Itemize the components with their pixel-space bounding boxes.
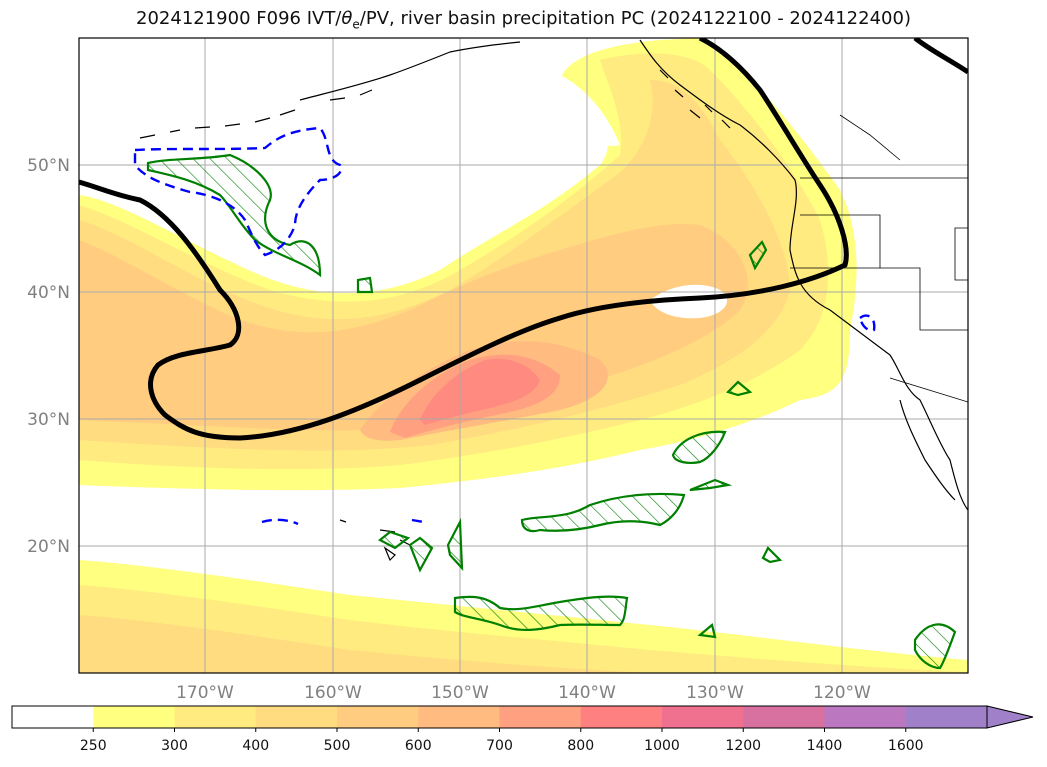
precip-region-small-7 xyxy=(761,546,783,564)
precip-region-small-1 xyxy=(748,240,768,271)
colorbar-tick-label: 300 xyxy=(161,738,188,754)
colorbar-tick-label: 1600 xyxy=(888,738,924,754)
theta-e-contour-ne xyxy=(913,38,968,75)
precip-region-small-5 xyxy=(446,517,464,571)
colorbar-segment xyxy=(174,706,257,728)
coastline-hawaii xyxy=(339,519,411,562)
map-frame xyxy=(78,37,969,674)
colorbar-segment xyxy=(905,706,988,728)
coastline-aleutians xyxy=(139,109,296,139)
title-prefix: 2024121900 F096 IVT/ xyxy=(136,8,342,29)
border-states-3 xyxy=(954,227,968,281)
colorbar-segment xyxy=(255,706,338,728)
precip-region-se xyxy=(913,623,957,670)
colorbar-segment xyxy=(93,706,175,728)
border-states-2 xyxy=(790,267,968,331)
colorbar-segment xyxy=(418,706,500,728)
colorbar-segment xyxy=(824,706,907,728)
figure-title: 2024121900 F096 IVT/θe/PV, river basin p… xyxy=(0,8,1047,32)
precip-region-mid-1 xyxy=(520,492,686,533)
lat-label-40: 40°N xyxy=(27,283,70,303)
lon-label-130: 130°W xyxy=(686,683,744,703)
coastline-alaska xyxy=(299,41,521,101)
precip-region-small-6 xyxy=(378,530,411,550)
precip-region-mid-3 xyxy=(671,430,727,464)
theta-e-contour-main xyxy=(79,38,849,441)
precip-regions xyxy=(146,153,957,670)
precip-region-aleutian xyxy=(146,153,322,278)
colorbar-segments xyxy=(12,706,988,728)
colorbar-segment xyxy=(580,706,663,728)
colorbar-tick-label: 800 xyxy=(567,738,594,754)
colorbar-tick-label: 700 xyxy=(486,738,513,754)
gridlines xyxy=(79,38,968,673)
ivt-south-400 xyxy=(79,615,650,673)
colorbar-tick-label: 250 xyxy=(80,738,107,754)
colorbar-segment xyxy=(499,706,582,728)
colorbar-extend-arrow xyxy=(986,705,1034,729)
border-alaska-canada xyxy=(839,114,901,161)
lat-label-20: 20°N xyxy=(27,537,70,557)
lon-label-160: 160°W xyxy=(304,683,362,703)
theta-e-contours xyxy=(79,38,968,441)
title-theta-subscript: e xyxy=(352,17,360,32)
plot-area xyxy=(79,38,968,673)
border-us-mexico xyxy=(889,377,968,403)
colorbar-tick-label: 600 xyxy=(405,738,432,754)
colorbar-segment xyxy=(743,706,825,728)
ivt-shading xyxy=(79,38,968,673)
lat-label-50: 50°N xyxy=(27,156,70,176)
colorbar-segment xyxy=(662,706,744,728)
lon-label-140: 140°W xyxy=(558,683,616,703)
precip-region-small-9 xyxy=(689,478,733,492)
lat-label-30: 30°N xyxy=(27,410,70,430)
precip-region-small-3 xyxy=(356,276,374,294)
ivt-gap-north xyxy=(555,75,620,146)
pv-contour-north xyxy=(133,126,343,257)
ivt-gap xyxy=(650,284,728,319)
colorbar-ticks: 250 300 400 500 600 700 800 1000 1200 1400 1600 xyxy=(80,728,924,754)
colorbar-tick-label: 500 xyxy=(324,738,351,754)
lat-labels: 50°N 40°N 30°N 20°N xyxy=(27,156,70,557)
title-suffix: /PV, river basin precipitation PC (20241… xyxy=(359,8,911,29)
colorbar-segment xyxy=(12,706,94,728)
precip-region-small-2 xyxy=(725,380,753,397)
lon-label-170: 170°W xyxy=(176,683,234,703)
colorbar: 250 300 400 500 600 700 800 1000 1200 1400 1600 xyxy=(11,705,1034,754)
pv-contour-south xyxy=(261,518,425,526)
lon-label-120: 120°W xyxy=(813,683,871,703)
borders xyxy=(790,114,968,403)
pv-contour-coast xyxy=(858,314,876,332)
colorbar-tick-label: 1400 xyxy=(807,738,843,754)
precip-region-small-8 xyxy=(697,623,717,639)
colorbar-tick-label: 400 xyxy=(242,738,269,754)
title-theta: θ xyxy=(341,8,353,29)
coastline-baja xyxy=(899,399,956,501)
colorbar-segment xyxy=(337,706,419,728)
border-states-1 xyxy=(800,214,881,268)
colorbar-tick-label: 1000 xyxy=(644,738,680,754)
lon-label-150: 150°W xyxy=(431,683,489,703)
precip-region-small-4 xyxy=(408,536,434,573)
ivt-core-1000 xyxy=(420,358,540,425)
pv-contours xyxy=(133,126,876,526)
lon-labels: 170°W 160°W 150°W 140°W 130°W 120°W xyxy=(176,683,871,703)
precip-region-mid-2 xyxy=(453,595,629,631)
coastline-islands xyxy=(659,69,731,129)
colorbar-tick-label: 1200 xyxy=(725,738,761,754)
